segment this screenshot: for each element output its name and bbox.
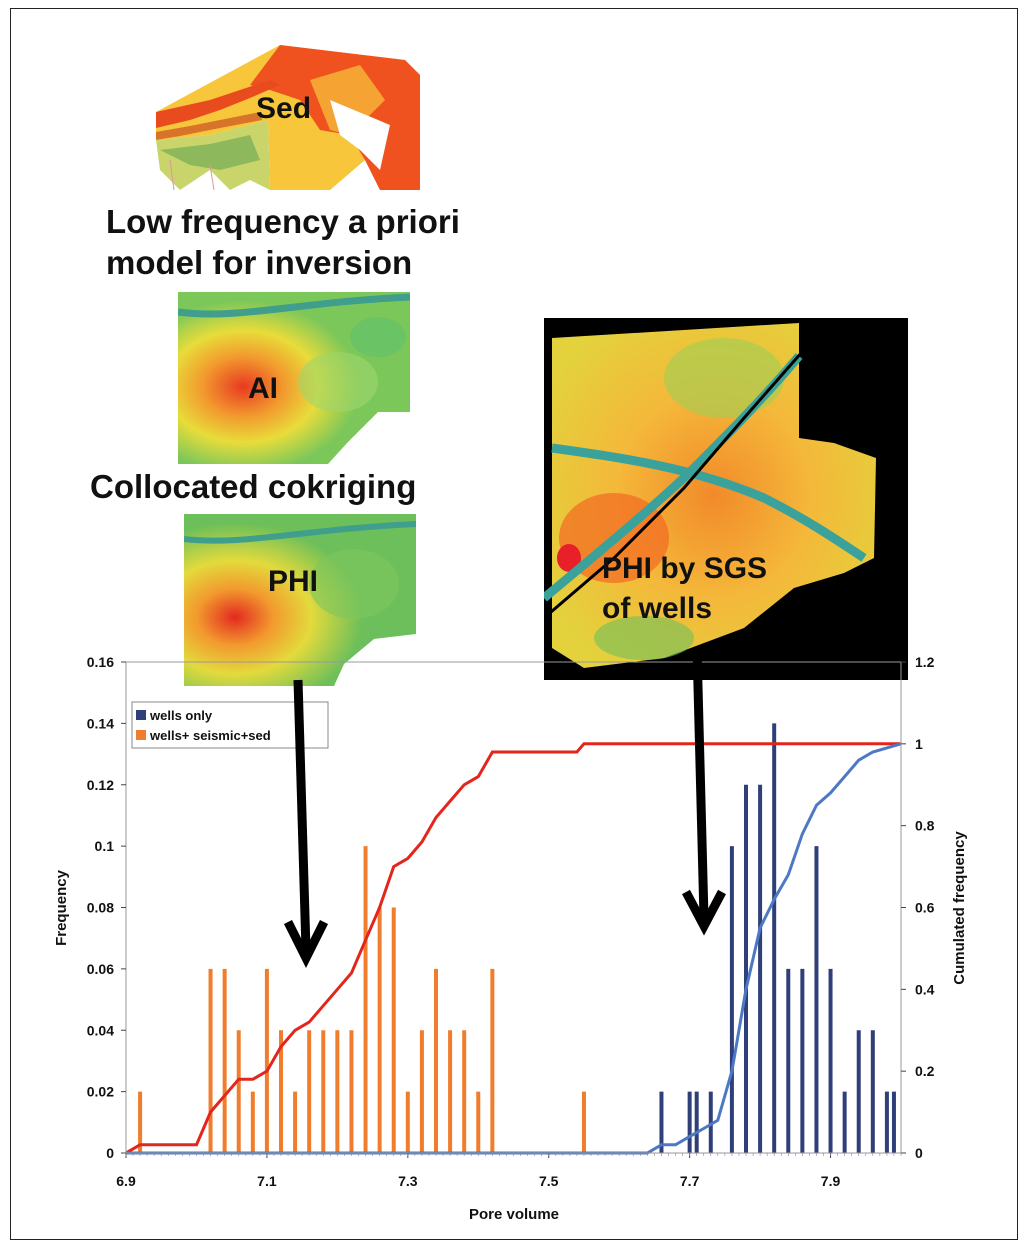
phi-map-image xyxy=(184,514,416,686)
bar xyxy=(279,1030,283,1153)
bar xyxy=(870,1030,875,1153)
bar xyxy=(581,1091,586,1153)
y2-tick-label: 1 xyxy=(915,736,923,752)
bar xyxy=(786,968,791,1153)
bar xyxy=(476,1091,481,1153)
bar xyxy=(772,723,777,1153)
bar xyxy=(462,1030,467,1153)
legend-label: wells only xyxy=(149,708,213,723)
bar xyxy=(800,968,805,1153)
x-axis-label: Pore volume xyxy=(469,1206,559,1223)
bar xyxy=(687,1091,692,1153)
legend-label: wells+ seismic+sed xyxy=(149,728,271,743)
x-tick-label: 7.9 xyxy=(821,1173,841,1189)
bar xyxy=(814,846,819,1153)
x-tick-label: 7.5 xyxy=(539,1173,559,1189)
sed-label: Sed xyxy=(256,92,312,125)
bar xyxy=(293,1091,298,1153)
ai-map-image xyxy=(178,292,410,464)
x-tick-label: 6.9 xyxy=(116,1173,136,1189)
cumulative-line xyxy=(126,742,902,1155)
phi-sgs-map-image xyxy=(544,318,908,680)
y-tick-label: 0.02 xyxy=(87,1084,114,1100)
y2-tick-label: 0.2 xyxy=(915,1063,935,1079)
lowfreq-title-line2: model for inversion xyxy=(106,244,413,281)
phi-label: PHI xyxy=(268,565,319,598)
bar xyxy=(321,1030,326,1153)
bar xyxy=(222,968,227,1153)
phi-sgs-label-line1: PHI by SGS xyxy=(602,552,768,585)
bar xyxy=(884,1091,889,1153)
figure-frame xyxy=(10,8,1018,1240)
bar xyxy=(307,1030,312,1153)
y2-tick-label: 0.4 xyxy=(915,981,935,997)
bar xyxy=(405,1091,410,1153)
y2-tick-label: 0.8 xyxy=(915,818,935,834)
bar xyxy=(335,1030,340,1153)
bar xyxy=(138,1091,143,1153)
y-tick-label: 0.06 xyxy=(87,961,114,977)
bar xyxy=(349,1030,354,1153)
y-tick-label: 0.12 xyxy=(87,777,114,793)
y-tick-label: 0.08 xyxy=(87,900,114,916)
bar xyxy=(419,1030,424,1153)
y-tick-label: 0.1 xyxy=(95,838,115,854)
bar xyxy=(856,1030,861,1153)
bar xyxy=(434,968,438,1153)
y-tick-label: 0.16 xyxy=(87,654,114,670)
bar xyxy=(363,846,368,1153)
cokriging-title: Collocated cokriging xyxy=(90,468,417,505)
bar xyxy=(391,907,396,1153)
bar xyxy=(236,1030,241,1153)
y2-tick-label: 1.2 xyxy=(915,654,935,670)
bar xyxy=(490,968,495,1153)
y-axis-label: Frequency xyxy=(53,869,70,946)
y2-axis-label: Cumulated frequency xyxy=(951,831,968,985)
bar xyxy=(208,968,213,1153)
ai-label: AI xyxy=(248,372,278,405)
bar xyxy=(694,1091,699,1153)
bar xyxy=(758,784,763,1153)
bar xyxy=(708,1091,713,1153)
bar xyxy=(659,1091,664,1153)
lowfreq-title-line1: Low frequency a priori xyxy=(106,203,460,240)
bar xyxy=(377,907,382,1153)
y2-tick-label: 0 xyxy=(915,1145,923,1161)
x-tick-label: 7.3 xyxy=(398,1173,418,1189)
cumulative-line xyxy=(125,742,901,1155)
bar xyxy=(250,1091,255,1153)
y-tick-label: 0.14 xyxy=(87,715,114,731)
bar xyxy=(729,846,734,1153)
bar xyxy=(264,968,269,1153)
y-tick-label: 0.04 xyxy=(87,1022,114,1038)
bar xyxy=(842,1091,847,1153)
x-tick-label: 7.1 xyxy=(257,1173,277,1189)
bar xyxy=(891,1091,896,1153)
bar xyxy=(828,968,833,1153)
phi-sgs-label-line2: of wells xyxy=(602,592,713,625)
y2-tick-label: 0.6 xyxy=(915,900,935,916)
x-tick-label: 7.7 xyxy=(680,1173,700,1189)
bar xyxy=(744,784,748,1153)
y-tick-label: 0 xyxy=(106,1145,114,1161)
sed-model-image xyxy=(156,45,420,191)
legend-swatch xyxy=(136,730,146,740)
legend-swatch xyxy=(136,710,146,720)
bar xyxy=(448,1030,453,1153)
